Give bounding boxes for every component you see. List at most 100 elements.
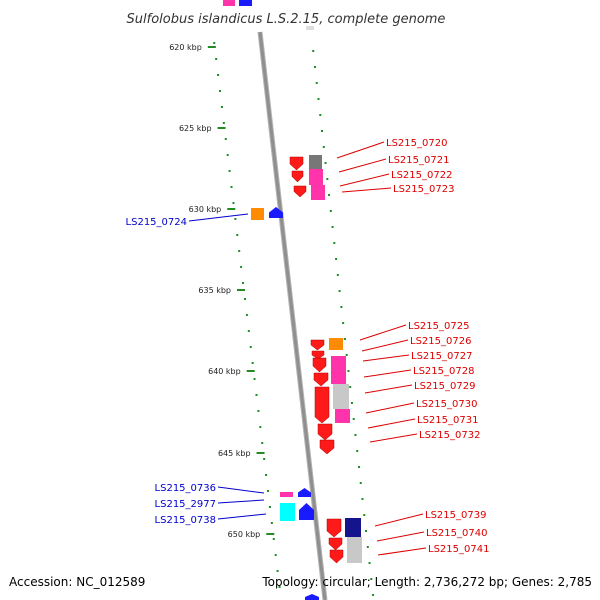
scale-dot [274, 554, 277, 556]
gene-label: LS215_0740 [426, 528, 487, 539]
scale-dot [219, 90, 221, 92]
scale-dot [270, 522, 273, 524]
scale-dot [257, 410, 260, 412]
scale-dot [230, 186, 233, 188]
gene-feature [311, 350, 325, 360]
scale-dot [313, 66, 316, 68]
gene-label: LS215_0721 [388, 155, 449, 166]
gene-feature [345, 518, 361, 537]
gene-features-layer [223, 0, 362, 600]
gene-leader-line [339, 173, 390, 187]
scale-dot [213, 42, 216, 44]
gene-feature [293, 185, 307, 198]
scale-dot [215, 58, 218, 60]
gene-leader-line [217, 499, 265, 504]
scale-dot [276, 570, 279, 572]
scale-dot [234, 218, 237, 220]
gene-label: LS215_0738 [155, 515, 216, 526]
scale-dot [359, 482, 362, 484]
gene-feature [333, 384, 349, 409]
gene-leader-line [188, 213, 249, 222]
gene-leader-line [217, 486, 265, 494]
scale-dot [236, 234, 239, 236]
scale-dot [232, 202, 235, 204]
gene-leader-line [362, 354, 410, 362]
scale-dot [245, 314, 248, 316]
gene-feature [306, 26, 314, 30]
gene-feature [298, 488, 311, 497]
kbp-tick-label: 645 kbp [218, 449, 251, 458]
gene-leader-line [377, 547, 427, 556]
scale-dot [329, 210, 332, 212]
gene-feature [251, 208, 264, 220]
gene-label: LS215_0731 [417, 415, 478, 426]
gene-label: LS215_0722 [391, 170, 452, 181]
scale-dot [333, 242, 336, 244]
gene-leader-line [374, 513, 424, 527]
kbp-tick-label: 625 kbp [179, 124, 212, 133]
gene-feature [319, 439, 335, 455]
gene-label: LS215_2977 [155, 499, 216, 510]
scale-dot [319, 114, 322, 116]
kbp-tick-mark [227, 208, 236, 210]
scale-dot [322, 146, 325, 148]
gene-label: LS215_0732 [419, 430, 480, 441]
kbp-tick-label: 620 kbp [169, 43, 202, 52]
scale-dot [354, 434, 357, 436]
gene-feature [239, 0, 252, 6]
scale-dot [267, 490, 269, 492]
scale-dot [263, 458, 266, 460]
kbp-tick-label: 650 kbp [228, 530, 261, 539]
scale-dot [342, 322, 345, 324]
gene-leader-line [341, 187, 392, 193]
scale-dot [352, 418, 355, 420]
gene-label: LS215_0739 [425, 510, 486, 521]
gene-label: LS215_0730 [416, 399, 477, 410]
scale-dot [335, 258, 338, 260]
gene-leader-line [338, 158, 387, 173]
gene-leader-line [363, 369, 412, 378]
gene-label: LS215_0720 [386, 138, 447, 149]
backbone-layer [257, 31, 328, 600]
scale-dot [331, 226, 334, 228]
kbp-tick-mark [217, 127, 226, 129]
scale-dot [238, 250, 241, 252]
gene-feature [309, 155, 322, 169]
scale-dot [361, 498, 364, 500]
scale-dot [357, 466, 360, 468]
accession-text: Accession: NC_012589 [9, 575, 145, 589]
scale-dot [242, 282, 245, 284]
gene-label: LS215_0736 [155, 483, 216, 494]
gene-leader-line [361, 339, 409, 352]
scale-dot [247, 330, 250, 332]
gene-feature [314, 386, 330, 424]
gene-feature [328, 537, 343, 551]
gene-feature [289, 156, 304, 171]
scale-dot [249, 346, 252, 348]
gene-leader-line [369, 433, 418, 443]
gene-feature [299, 503, 314, 520]
gene-leader-line [367, 418, 416, 429]
gene-feature [329, 549, 344, 564]
gene-feature [326, 518, 342, 538]
gene-feature [317, 423, 333, 441]
scale-dot [343, 338, 346, 340]
gene-feature [331, 356, 346, 384]
scale-dot [228, 170, 231, 172]
kbp-tick-label: 630 kbp [189, 205, 222, 214]
gene-feature [291, 170, 304, 183]
gene-feature [309, 169, 323, 185]
scale-dot [345, 354, 348, 356]
scale-dot [349, 386, 352, 388]
scale-dot [317, 98, 320, 100]
scale-dot [253, 378, 256, 380]
gene-feature [223, 0, 235, 6]
gene-feature [312, 357, 327, 373]
gene-feature [310, 339, 325, 351]
gene-feature [305, 594, 319, 600]
gene-feature [280, 492, 293, 497]
scale-dot [220, 106, 223, 108]
gene-label: LS215_0724 [126, 217, 187, 228]
scale-dot [226, 154, 229, 156]
gene-leader-line [376, 531, 425, 542]
